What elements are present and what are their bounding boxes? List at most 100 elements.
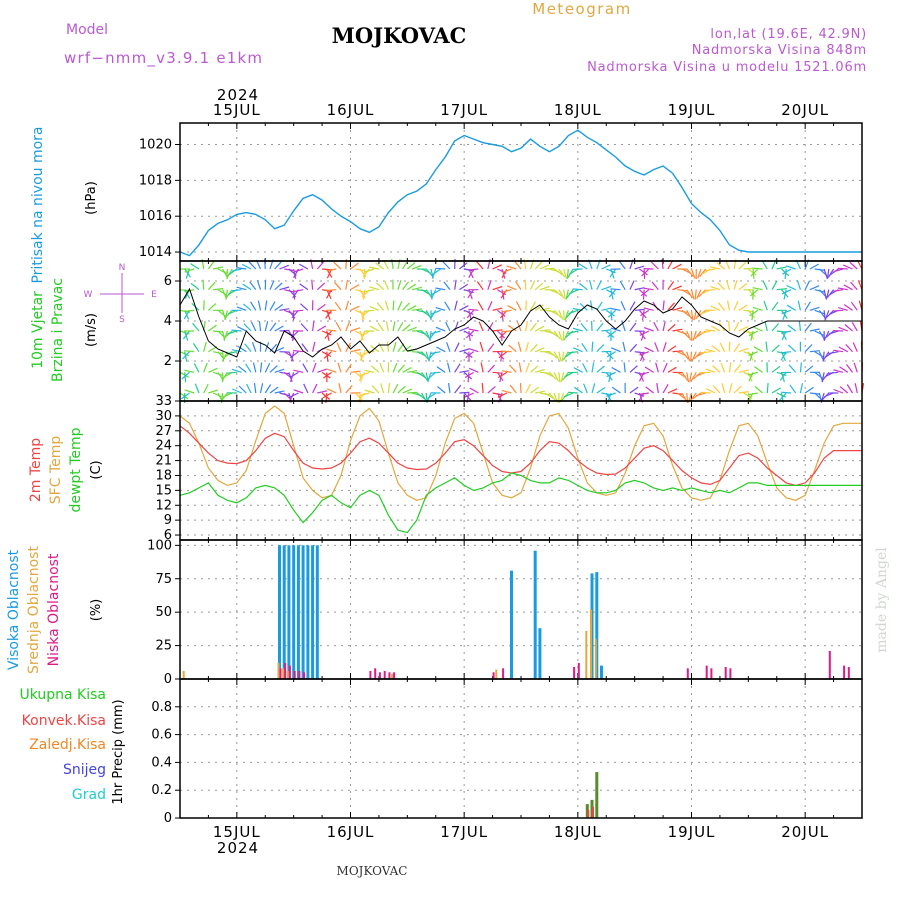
wind-barb — [764, 321, 768, 332]
wind-barb — [293, 389, 304, 394]
wind-barb — [771, 387, 781, 394]
wind-barb — [454, 342, 460, 352]
model-altitude-label: Nadmorska Visina u modelu 1521.06m — [587, 60, 867, 75]
wind-barb — [291, 309, 299, 319]
wind-barb — [508, 364, 517, 373]
wind-barb — [392, 383, 399, 394]
wind-barb — [672, 263, 682, 270]
wind-barb — [651, 281, 659, 291]
wind-barb — [689, 372, 693, 383]
wind-barb — [323, 371, 332, 379]
wind-barb — [751, 310, 754, 321]
wind-barb — [364, 268, 375, 273]
wind-barb — [656, 383, 659, 394]
wind-barb — [231, 368, 242, 373]
wind-barb — [436, 366, 446, 373]
wind-barb — [565, 289, 569, 300]
wind-barb — [850, 301, 858, 311]
wind-barb — [429, 330, 432, 341]
wind-barb — [500, 351, 503, 362]
wind-barb — [312, 362, 317, 373]
wind-barb — [425, 310, 432, 320]
y-tick-label: 0.6 — [151, 728, 172, 743]
wind-barb — [641, 268, 650, 277]
wind-barb — [421, 371, 428, 381]
wind-barb — [226, 268, 233, 278]
wind-barb — [212, 371, 223, 376]
y-tick-label: 0.8 — [151, 700, 172, 715]
wind-barb — [190, 282, 200, 291]
y-tick-label: 9 — [164, 513, 172, 528]
y-tick-label: 6 — [164, 528, 172, 543]
wind-barb — [728, 362, 732, 373]
wind-barb — [804, 280, 811, 290]
wind-barb — [761, 260, 768, 270]
wind-barb — [386, 341, 389, 352]
wind-barb — [629, 365, 638, 373]
wind-barb — [326, 330, 330, 341]
wind-barb — [788, 364, 797, 373]
y-tick-label: 0.2 — [151, 783, 172, 798]
wind-barb — [823, 310, 826, 321]
wind-barb — [690, 372, 697, 382]
wind-barb — [738, 283, 748, 291]
day-label-top: 19JUL — [668, 101, 716, 119]
wind-barb — [253, 383, 257, 394]
wind-barb — [298, 263, 309, 270]
wind-barb — [681, 351, 689, 360]
wind-barb — [224, 330, 233, 339]
wind-barb — [407, 283, 417, 291]
wind-barb — [311, 279, 314, 290]
wind-barb — [227, 309, 238, 315]
wind-barb — [180, 392, 190, 400]
wind-barb — [677, 309, 688, 314]
wind-barb — [535, 390, 546, 394]
wind-barb — [752, 267, 763, 270]
wind-barb — [454, 279, 457, 290]
bar-visoka-oblacnost — [533, 550, 537, 679]
wind-barb — [849, 261, 858, 270]
y-tick-label: 15 — [155, 483, 172, 498]
wind-barb — [610, 288, 621, 291]
wind-barb — [601, 307, 612, 311]
wind-barb — [833, 369, 844, 373]
wind-barb — [193, 363, 200, 373]
wind-barb — [207, 260, 215, 270]
wind-barb — [383, 280, 389, 290]
wind-barb — [823, 330, 830, 341]
wind-barb — [492, 307, 503, 311]
wind-barb — [667, 388, 678, 394]
bar-visoka-oblacnost — [315, 545, 319, 679]
wind-barb — [299, 283, 309, 291]
wind-barb — [379, 362, 385, 373]
y-tick-label: 33 — [155, 394, 172, 409]
wind-barb — [411, 265, 422, 270]
wind-barb — [463, 309, 474, 315]
wind-barb — [345, 342, 352, 352]
wind-barb — [700, 351, 711, 354]
precip-legend-freezing: Zaledj.Kisa — [29, 737, 106, 753]
wind-barb — [279, 264, 290, 270]
bar-niska-oblacnost — [502, 668, 505, 679]
y-tick-label: 21 — [155, 454, 172, 469]
wind-barb — [256, 280, 262, 290]
wind-barb — [667, 302, 675, 311]
wind-barb — [606, 392, 616, 397]
wind-barb — [712, 365, 721, 373]
wind-barb — [780, 351, 792, 354]
wind-barb — [833, 309, 844, 312]
wind-barb — [335, 322, 342, 332]
wind-barb — [487, 343, 495, 353]
wind-barb — [561, 351, 565, 362]
wind-barb — [492, 329, 503, 332]
wind-barb — [397, 321, 404, 332]
wind-barb — [378, 342, 385, 352]
wind-barb — [814, 289, 825, 293]
wind-barb — [515, 301, 522, 311]
wind-barb — [672, 306, 683, 311]
y-tick-label: 75 — [155, 572, 172, 587]
y-tick-label: 4 — [164, 314, 172, 329]
wind-barb — [496, 351, 505, 360]
temp-title-sfc: SFC Temp — [48, 436, 64, 505]
wind-barb — [316, 282, 326, 291]
